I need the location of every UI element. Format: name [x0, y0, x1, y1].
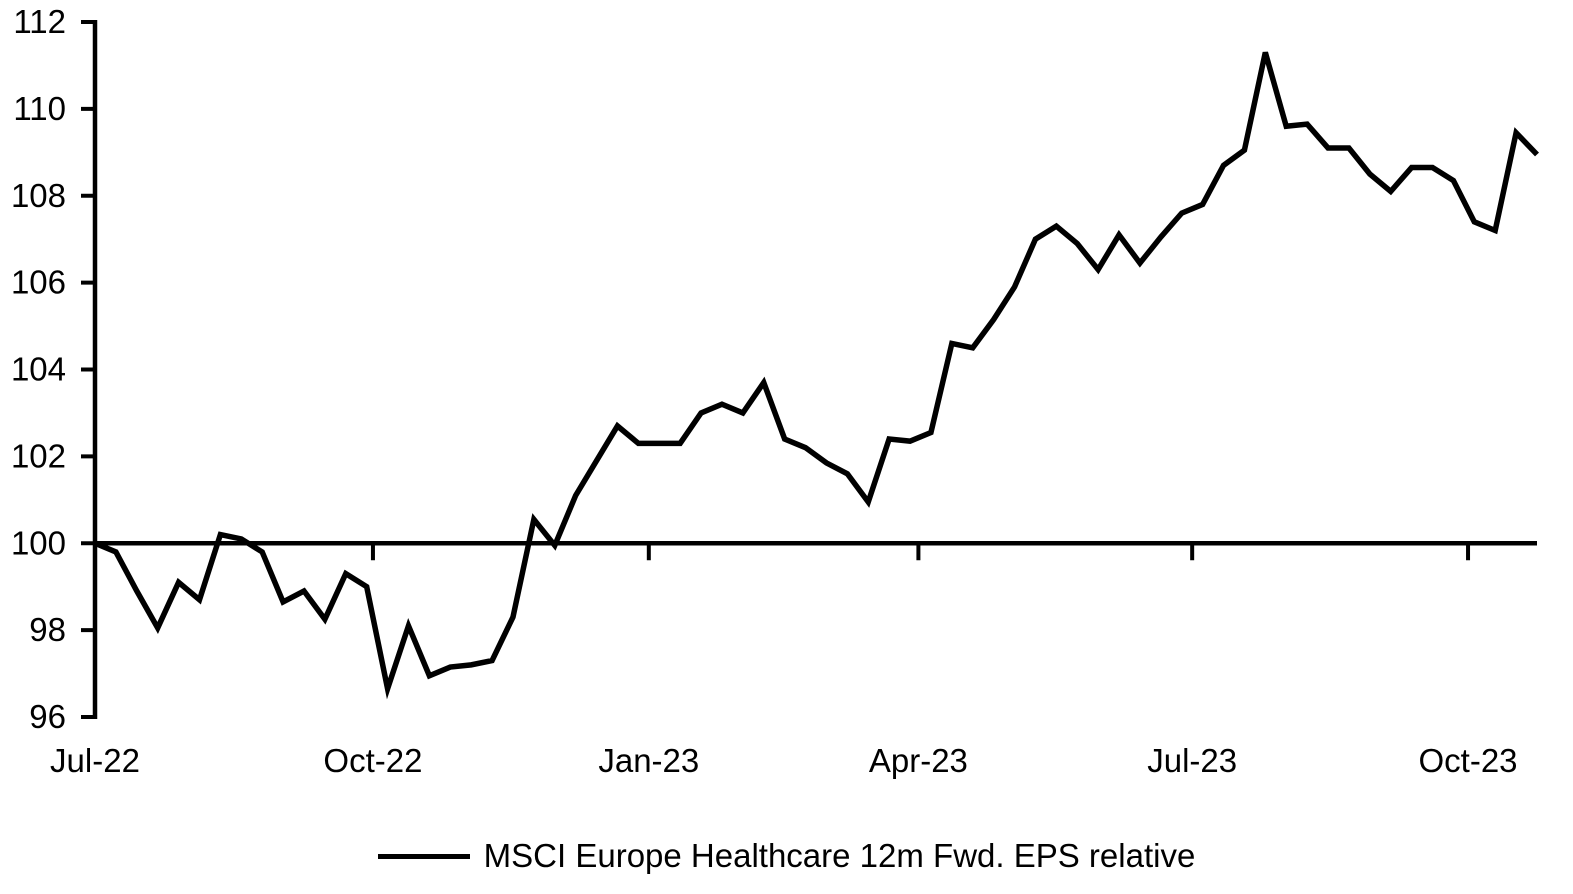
series-line-msci [93, 51, 1539, 700]
legend-line-swatch [377, 853, 470, 859]
x-axis-label: Oct-22 [323, 742, 422, 779]
y-axis-label: 106 [11, 264, 66, 301]
series-msci-europe-healthcare [93, 51, 1539, 700]
x-axis-label: Jan-23 [598, 742, 699, 779]
legend-label: MSCI Europe Healthcare 12m Fwd. EPS rela… [483, 837, 1196, 874]
x-axis-label: Apr-23 [869, 742, 968, 779]
y-axis-label: 100 [11, 524, 66, 561]
legend: MSCI Europe Healthcare 12m Fwd. EPS rela… [0, 836, 1573, 876]
y-axis-label: 98 [29, 611, 66, 648]
y-axis-label: 96 [29, 698, 66, 735]
x-axis: Jul-22 Oct-22 Jan-23 Apr-23 Jul-23 Oct-23 [50, 541, 1537, 779]
x-axis-label: Oct-23 [1419, 742, 1518, 779]
y-axis-label: 104 [11, 351, 66, 388]
y-axis-label: 102 [11, 437, 66, 474]
x-axis-label: Jul-23 [1147, 742, 1237, 779]
y-axis: 96 98 100 102 104 106 108 110 112 [11, 3, 98, 735]
y-axis-label: 112 [13, 3, 66, 40]
y-axis-label: 110 [13, 90, 66, 127]
x-axis-label: Jul-22 [50, 742, 140, 779]
y-axis-label: 108 [11, 177, 66, 214]
